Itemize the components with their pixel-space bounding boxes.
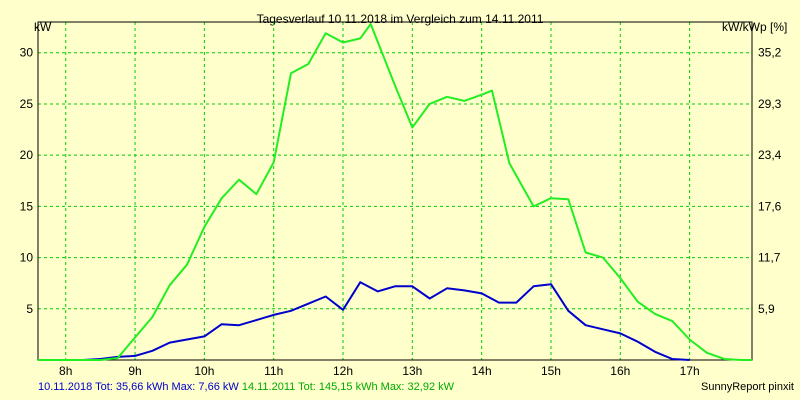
y-axis-label-right: kW/kWp [%]: [722, 20, 787, 34]
y-right-tick-label: 29,3: [758, 97, 782, 111]
y-tick-label: 5: [26, 302, 33, 316]
y-right-tick-label: 35,2: [758, 46, 782, 60]
chart-footer: 10.11.2018 Tot: 35,66 kWh Max: 7,66 kW 1…: [38, 381, 454, 393]
series-lines: [38, 23, 752, 361]
y-right-tick-label: 17,6: [758, 199, 782, 213]
y-right-tick-label: 23,4: [758, 148, 782, 162]
x-tick-label: 14h: [472, 364, 492, 378]
series-line-1: [38, 281, 690, 361]
y-tick-label: 25: [20, 97, 34, 111]
x-tick-label: 13h: [402, 364, 422, 378]
y-right-tick-label: 11,7: [758, 251, 781, 265]
x-tick-label: 17h: [680, 364, 700, 378]
footer-series1-label: 10.11.2018 Tot: 35,66 kWh Max: 7,66 kW: [38, 381, 239, 393]
axes: [37, 21, 753, 361]
x-tick-label: 11h: [264, 364, 283, 378]
y-tick-label: 30: [20, 46, 34, 60]
y-tick-label: 20: [20, 148, 34, 162]
x-tick-label: 12h: [333, 364, 353, 378]
footer-series2-label: 14.11.2011 Tot: 145,15 kWh Max: 32,92 kW: [241, 381, 455, 393]
x-tick-label: 9h: [128, 364, 141, 378]
tick-labels: 5 5,9 10 11,7 15 17,6 20 23,4 25 29,3 30 35,2 8h 9h 10…: [20, 46, 782, 378]
y-tick-label: 10: [20, 251, 34, 265]
credit-label: SunnyReport pinxit: [701, 381, 794, 393]
grid-lines: [38, 22, 752, 360]
x-tick-label: 8h: [59, 364, 72, 378]
y-tick-label: 15: [20, 199, 34, 213]
series-line-2: [38, 23, 752, 361]
x-tick-label: 15h: [541, 364, 561, 378]
plot-border: [37, 21, 753, 361]
chart-title: Tagesverlauf 10.11.2018 im Vergleich zum…: [257, 12, 544, 26]
x-tick-label: 10h: [194, 364, 214, 378]
y-right-tick-label: 5,9: [758, 302, 775, 316]
x-tick-label: 16h: [610, 364, 630, 378]
